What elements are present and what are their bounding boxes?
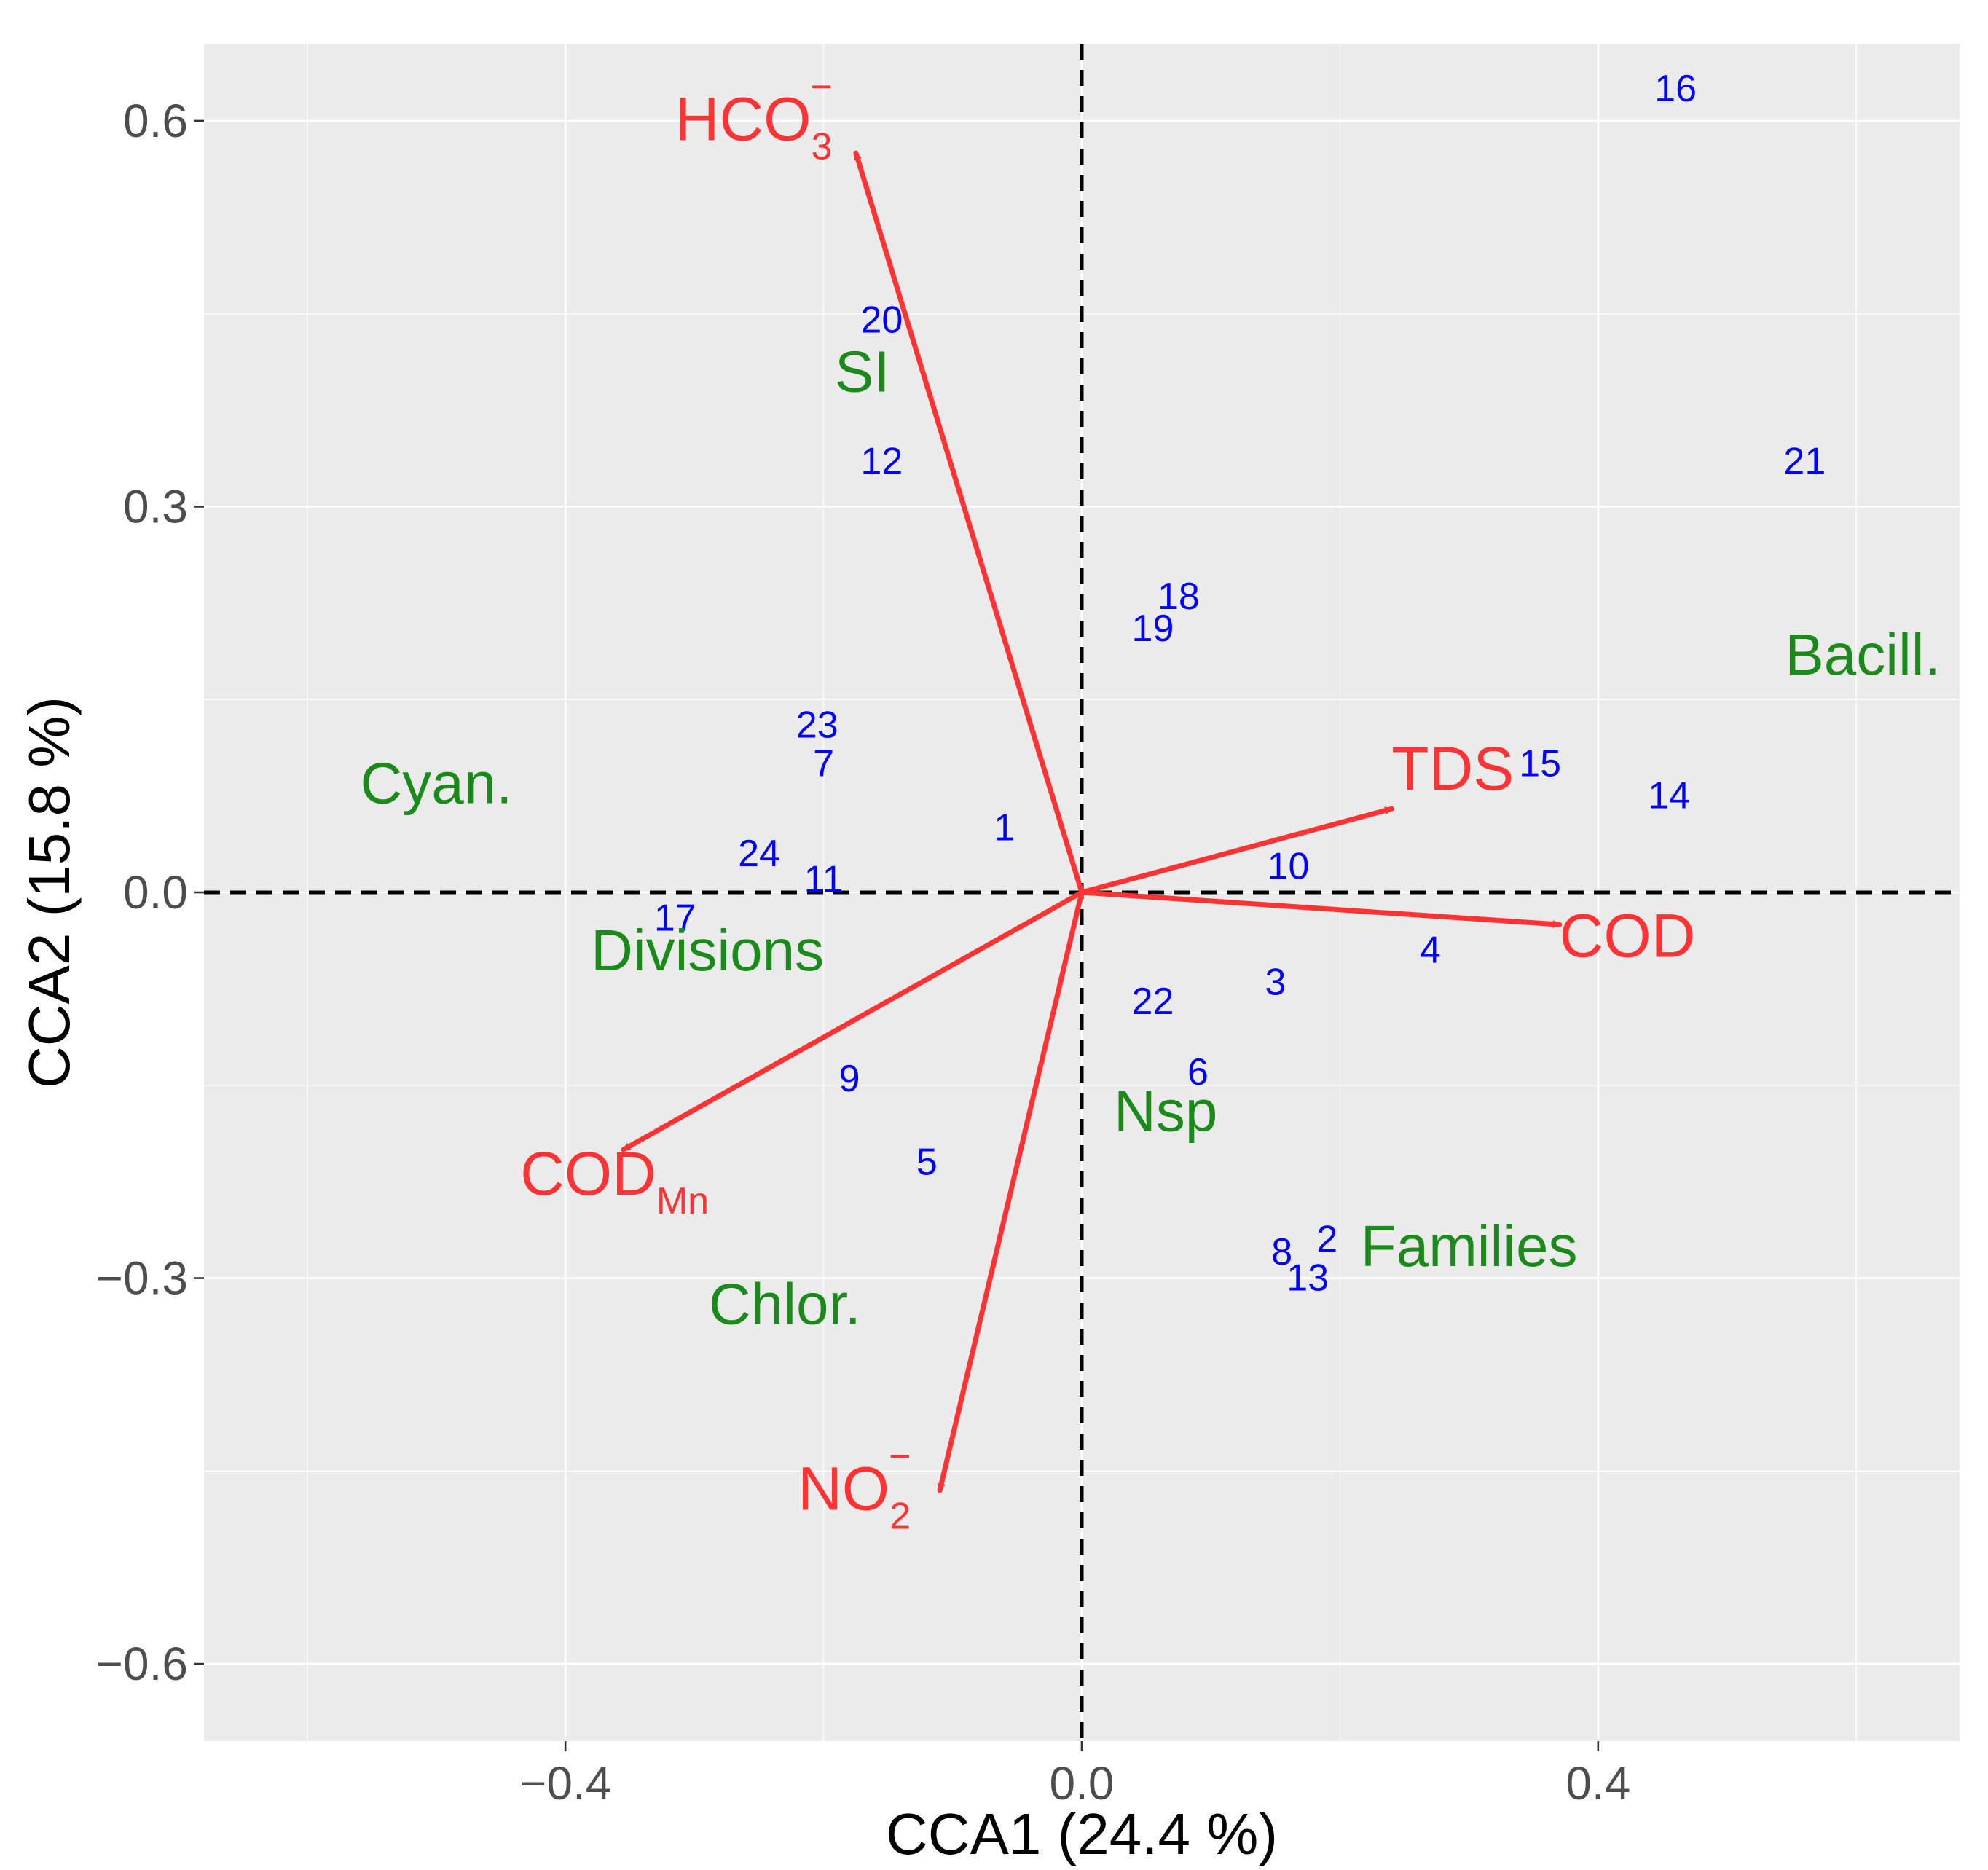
y-tick-label: −0.3: [96, 1252, 188, 1305]
axes: −0.4 0.0 0.4 −0.6 −0.3 0.0 0.3 0.6: [96, 95, 1631, 1810]
env-vector-arrow: [1079, 889, 1563, 929]
site-label: 24: [738, 833, 780, 875]
env-label-superscript: −: [810, 66, 832, 108]
env-vector-arrow: [937, 889, 1085, 1493]
x-tick-label: −0.4: [519, 1757, 611, 1810]
y-tick-label: 0.0: [123, 866, 188, 919]
env-label: COD: [1560, 901, 1696, 970]
species-label: Bacill.: [1785, 622, 1940, 687]
env-vector-arrow: [853, 150, 1085, 895]
env-label-subscript: Mn: [656, 1180, 709, 1222]
site-label: 3: [1265, 962, 1286, 1004]
site-label: 18: [1158, 575, 1200, 618]
site-label: 19: [1132, 608, 1174, 650]
species-label: Cyan.: [360, 750, 512, 815]
site-label: 21: [1783, 441, 1826, 483]
y-axis-title: CCA2 (15.8 %): [17, 696, 82, 1088]
site-label: 15: [1519, 742, 1561, 785]
species-label: Nsp: [1114, 1079, 1217, 1144]
x-tick-label: 0.0: [1050, 1757, 1115, 1810]
site-label: 2: [1316, 1219, 1337, 1261]
site-label: 22: [1132, 981, 1174, 1023]
species-label: SI: [835, 339, 890, 404]
site-label: 14: [1648, 775, 1690, 817]
environment-vectors: [621, 150, 1563, 1493]
site-label: 5: [916, 1142, 938, 1184]
species-labels: SI Bacill. Cyan. Divisions Nsp Families Chlor.: [360, 339, 1940, 1337]
species-label: Chlor.: [709, 1271, 861, 1336]
env-label: TDS: [1391, 734, 1514, 803]
site-label: 1: [994, 807, 1015, 849]
site-label: 7: [813, 742, 834, 785]
site-label: 12: [860, 441, 903, 483]
env-label-superscript: −: [889, 1435, 911, 1477]
site-label: 4: [1420, 929, 1441, 971]
site-label: 9: [839, 1058, 860, 1100]
species-label: Families: [1361, 1214, 1578, 1278]
env-label-subscript: 3: [811, 125, 832, 168]
y-tick-label: −0.6: [96, 1638, 188, 1690]
site-label: 10: [1268, 846, 1310, 888]
site-label: 17: [654, 897, 696, 939]
site-label: 6: [1187, 1051, 1209, 1093]
env-vector-arrow: [621, 889, 1085, 1152]
x-tick-label: 0.4: [1565, 1757, 1630, 1810]
site-label: 11: [804, 858, 844, 900]
site-label: 23: [796, 704, 838, 747]
env-label-subscript: 2: [889, 1495, 911, 1537]
site-label: 8: [1271, 1231, 1292, 1273]
site-label: 16: [1654, 68, 1697, 110]
y-tick-label: 0.3: [123, 480, 188, 533]
species-label: Divisions: [591, 918, 824, 983]
site-label: 13: [1286, 1257, 1329, 1300]
env-vector-arrow: [1079, 806, 1394, 895]
y-tick-label: 0.6: [123, 95, 188, 147]
site-label: 20: [860, 299, 903, 342]
x-axis-title: CCA1 (24.4 %): [886, 1802, 1278, 1866]
